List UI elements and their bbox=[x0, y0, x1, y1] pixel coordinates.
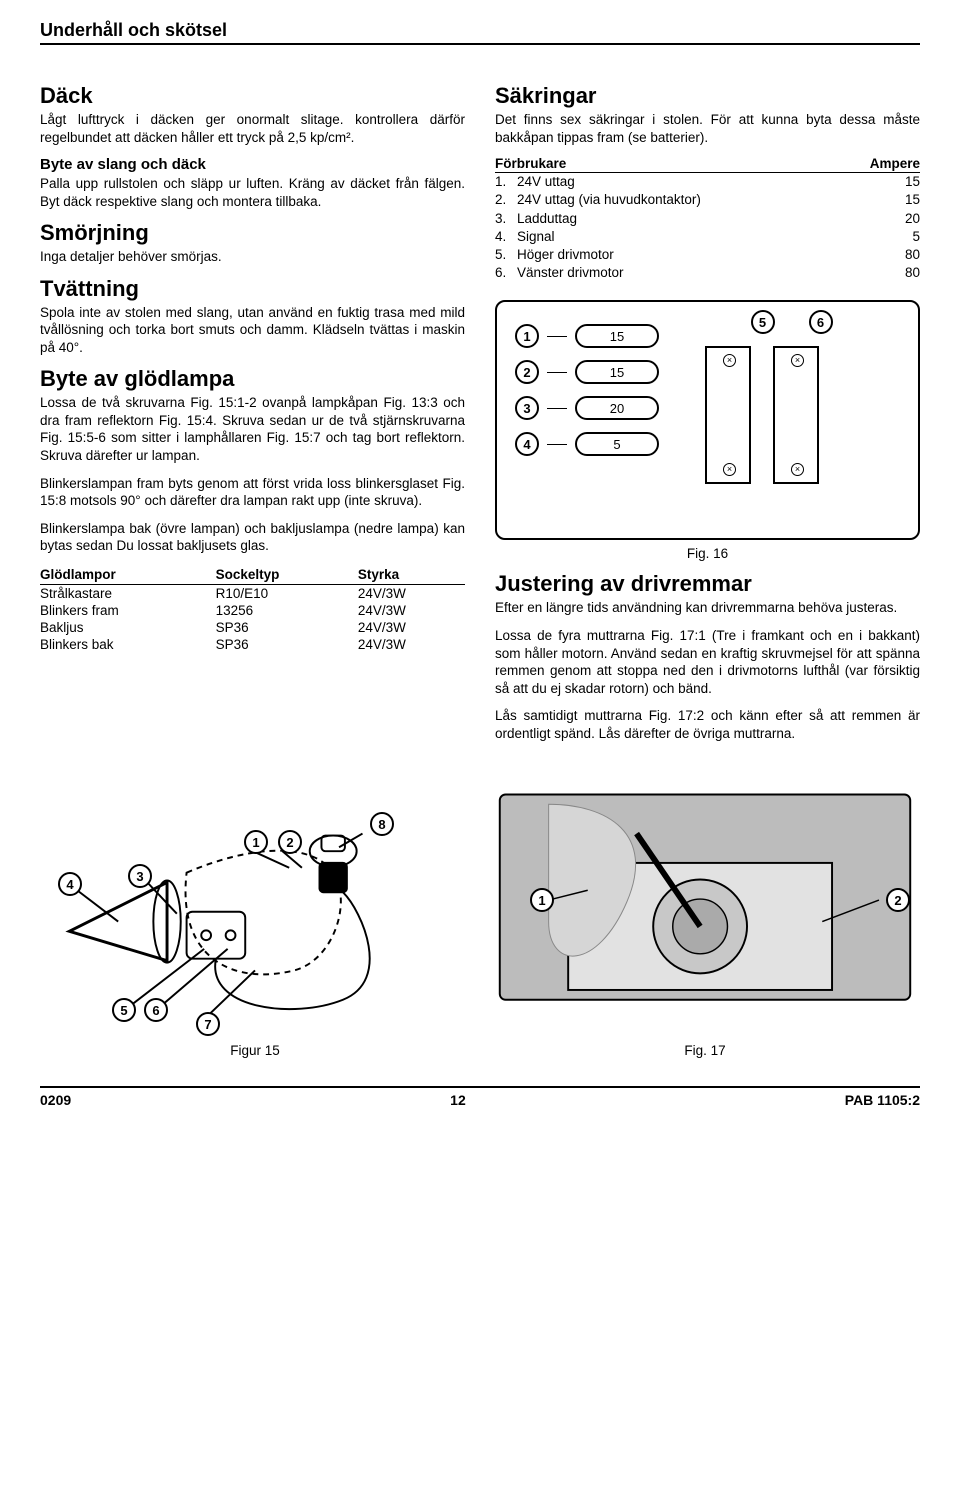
fuse-num: 3. bbox=[495, 210, 513, 228]
fuse-label: Signal bbox=[517, 228, 555, 246]
body-byte-slang: Palla upp rullstolen och släpp ur luften… bbox=[40, 175, 465, 210]
motor-photo-icon bbox=[490, 772, 920, 1032]
body-drivremmar-3: Lås samtidigt muttrarna Fig. 17:2 och kä… bbox=[495, 707, 920, 742]
fuse-item: 2 15 bbox=[515, 360, 659, 384]
fuse-row: 2.24V uttag (via huvudkontaktor) 15 bbox=[495, 191, 920, 209]
fuse-amp: 20 bbox=[890, 210, 920, 228]
fuse-row: 4.Signal 5 bbox=[495, 228, 920, 246]
cell: Strålkastare bbox=[40, 584, 216, 602]
page-header: Underhåll och skötsel bbox=[40, 20, 920, 45]
cell: 24V/3W bbox=[358, 636, 465, 653]
fig16-caption: Fig. 16 bbox=[495, 546, 920, 561]
heading-dack: Däck bbox=[40, 83, 465, 109]
heading-byte-slang: Byte av slang och däck bbox=[40, 156, 465, 173]
fuse-amp: 15 bbox=[890, 191, 920, 209]
motor-callout: 5 bbox=[751, 310, 775, 334]
fuse-item: 3 20 bbox=[515, 396, 659, 420]
fuse-row: 5.Höger drivmotor 80 bbox=[495, 246, 920, 264]
heading-sakringar: Säkringar bbox=[495, 83, 920, 109]
fuse-row: 1.24V uttag 15 bbox=[495, 173, 920, 191]
heading-drivremmar: Justering av drivremmar bbox=[495, 571, 920, 597]
fuse-num: 5. bbox=[495, 246, 513, 264]
callout: 7 bbox=[196, 1012, 220, 1036]
body-glodlampa-2: Blinkerslampan fram byts genom att först… bbox=[40, 475, 465, 510]
fuse-amp: 80 bbox=[890, 264, 920, 282]
fuse-callout: 2 bbox=[515, 360, 539, 384]
cell: Bakljus bbox=[40, 619, 216, 636]
bulb-col-2: Styrka bbox=[358, 565, 465, 585]
fuse-row: 3.Ladduttag 20 bbox=[495, 210, 920, 228]
fuse-label: 24V uttag bbox=[517, 173, 575, 191]
fuse-label: Ladduttag bbox=[517, 210, 577, 228]
table-row: Strålkastare R10/E10 24V/3W bbox=[40, 584, 465, 602]
bulb-col-0: Glödlampor bbox=[40, 565, 216, 585]
fuse-amp: 15 bbox=[890, 173, 920, 191]
heading-tvattning: Tvättning bbox=[40, 276, 465, 302]
cell: 24V/3W bbox=[358, 584, 465, 602]
body-dack: Lågt lufttryck i däcken ger onormalt sli… bbox=[40, 111, 465, 146]
body-tvattning: Spola inte av stolen med slang, utan anv… bbox=[40, 304, 465, 357]
fuse-diagram: 1 15 2 15 3 20 4 bbox=[495, 300, 920, 540]
fuse-value: 20 bbox=[575, 396, 659, 420]
table-row: Bakljus SP36 24V/3W bbox=[40, 619, 465, 636]
table-row: Blinkers fram 13256 24V/3W bbox=[40, 602, 465, 619]
heading-glodlampa: Byte av glödlampa bbox=[40, 366, 465, 392]
fig17-caption: Fig. 17 bbox=[490, 1043, 920, 1058]
fuse-amp: 80 bbox=[890, 246, 920, 264]
table-row: Blinkers bak SP36 24V/3W bbox=[40, 636, 465, 653]
cell: Blinkers fram bbox=[40, 602, 216, 619]
fuse-value: 15 bbox=[575, 360, 659, 384]
footer-left: 0209 bbox=[40, 1092, 71, 1108]
bulb-col-1: Sockeltyp bbox=[216, 565, 358, 585]
body-drivremmar-2: Lossa de fyra muttrarna Fig. 17:1 (Tre i… bbox=[495, 627, 920, 697]
fuse-callout: 4 bbox=[515, 432, 539, 456]
motor-box-icon: × × bbox=[773, 346, 819, 484]
figure-15: 4 3 1 2 8 5 6 7 Figur 15 bbox=[40, 772, 470, 1068]
body-glodlampa-1: Lossa de två skruvarna Fig. 15:1-2 ovanp… bbox=[40, 394, 465, 464]
fuse-table-header: Förbrukare Ampere bbox=[495, 156, 920, 173]
fuse-label: Höger drivmotor bbox=[517, 246, 614, 264]
fuse-table: 1.24V uttag 15 2.24V uttag (via huvudkon… bbox=[495, 173, 920, 282]
cell: R10/E10 bbox=[216, 584, 358, 602]
fuse-callout: 3 bbox=[515, 396, 539, 420]
footer-center: 12 bbox=[450, 1092, 466, 1108]
cell: SP36 bbox=[216, 619, 358, 636]
left-column: Däck Lågt lufttryck i däcken ger onormal… bbox=[40, 75, 465, 752]
cell: 24V/3W bbox=[358, 619, 465, 636]
fuse-row: 6.Vänster drivmotor 80 bbox=[495, 264, 920, 282]
fuse-col-1: Förbrukare bbox=[495, 156, 566, 171]
cell: 13256 bbox=[216, 602, 358, 619]
fig15-caption: Figur 15 bbox=[40, 1043, 470, 1058]
fuse-value: 5 bbox=[575, 432, 659, 456]
body-glodlampa-3: Blinkerslampa bak (övre lampan) och bakl… bbox=[40, 520, 465, 555]
footer-right: PAB 1105:2 bbox=[845, 1092, 920, 1108]
motor-box-icon: × × bbox=[705, 346, 751, 484]
motor-callout: 6 bbox=[809, 310, 833, 334]
fuse-amp: 5 bbox=[890, 228, 920, 246]
fuse-item: 4 5 bbox=[515, 432, 659, 456]
heading-smorjning: Smörjning bbox=[40, 220, 465, 246]
figure-17: 1 2 Fig. 17 bbox=[490, 772, 920, 1068]
cell: Blinkers bak bbox=[40, 636, 216, 653]
fuse-item: 1 15 bbox=[515, 324, 659, 348]
page-footer: 0209 12 PAB 1105:2 bbox=[40, 1086, 920, 1108]
fuse-num: 4. bbox=[495, 228, 513, 246]
cell: SP36 bbox=[216, 636, 358, 653]
body-sakringar-intro: Det finns sex säkringar i stolen. För at… bbox=[495, 111, 920, 146]
bulb-table: Glödlampor Sockeltyp Styrka Strålkastare… bbox=[40, 565, 465, 653]
fuse-label: 24V uttag (via huvudkontaktor) bbox=[517, 191, 701, 209]
fuse-label: Vänster drivmotor bbox=[517, 264, 624, 282]
fuse-col-2: Ampere bbox=[870, 156, 920, 171]
fuse-callout: 1 bbox=[515, 324, 539, 348]
lamp-illustration-icon bbox=[40, 772, 470, 1032]
fuse-num: 6. bbox=[495, 264, 513, 282]
cell: 24V/3W bbox=[358, 602, 465, 619]
fuse-num: 2. bbox=[495, 191, 513, 209]
fuse-num: 1. bbox=[495, 173, 513, 191]
body-drivremmar-1: Efter en längre tids användning kan driv… bbox=[495, 599, 920, 617]
body-smorjning: Inga detaljer behöver smörjas. bbox=[40, 248, 465, 266]
right-column: Säkringar Det finns sex säkringar i stol… bbox=[495, 75, 920, 752]
fuse-value: 15 bbox=[575, 324, 659, 348]
